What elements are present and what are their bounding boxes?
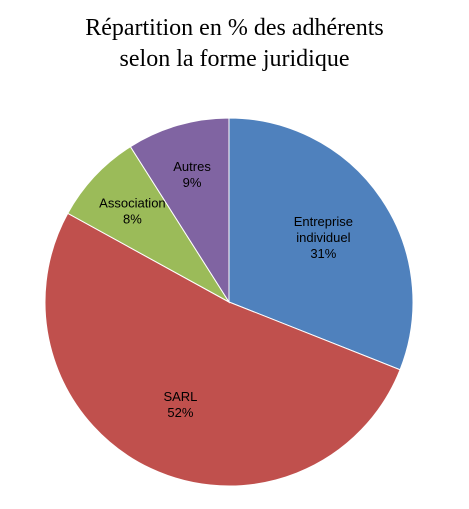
pie-slice-label-2: Association 8% bbox=[99, 195, 165, 226]
pie-slice-value-0: 31% bbox=[310, 246, 336, 261]
pie-slice-value-3: 9% bbox=[183, 175, 202, 190]
pie-slice-3 bbox=[129, 117, 230, 304]
pie-slice-name-0: individuel bbox=[296, 230, 350, 245]
pie-slice-value-1: 52% bbox=[167, 405, 193, 420]
pie-slice-label-3: Autres 9% bbox=[173, 159, 211, 190]
pie-slice-name-0: Entreprise bbox=[294, 214, 353, 229]
pie-slice-name-1: SARL bbox=[163, 389, 197, 404]
pie-slice-name-3: Autres bbox=[173, 159, 211, 174]
chart-title-line-2: selon la forme juridique bbox=[119, 46, 350, 72]
chart-title: Répartition en % des adhérents selon la … bbox=[0, 13, 469, 75]
pie-slice-name-2: Association bbox=[99, 195, 165, 210]
pie-slice-1 bbox=[44, 212, 401, 487]
pie-slice-0 bbox=[228, 117, 414, 371]
pie-slice-label-1: SARL 52% bbox=[163, 389, 197, 420]
pie-slice-2 bbox=[67, 145, 230, 303]
pie-slice-label-0: Entreprise individuel 31% bbox=[294, 214, 353, 261]
pie-slice-value-2: 8% bbox=[123, 211, 142, 226]
chart-title-line-1: Répartition en % des adhérents bbox=[85, 15, 384, 41]
